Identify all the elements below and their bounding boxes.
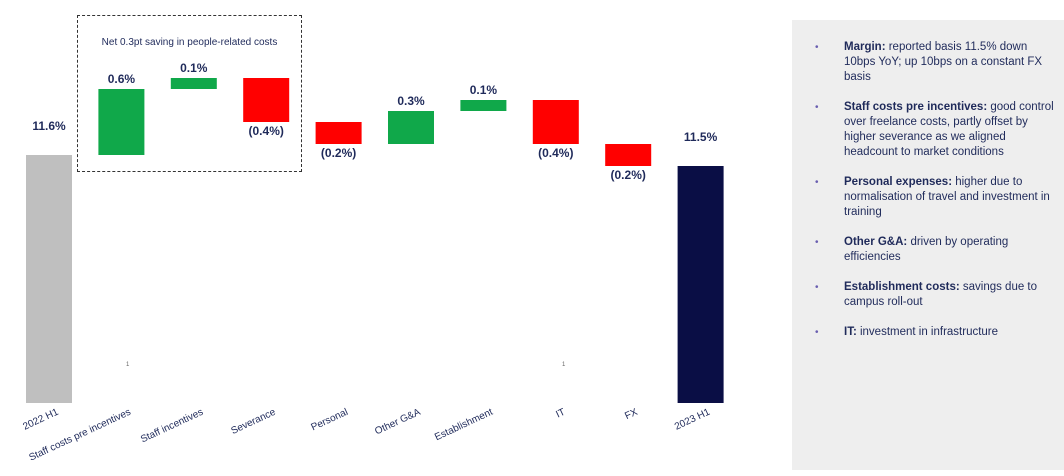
commentary-item: • Personal expenses: higher due to norma… [792,175,1064,220]
commentary-text: reported basis 11.5% down 10bps YoY; up … [844,41,1043,83]
data-label: (0.2%) [611,168,646,182]
bar-2 [170,78,217,89]
data-label: 0.3% [397,94,425,108]
bullet-icon: • [815,282,819,293]
minor-mark: 1 [126,362,130,368]
data-label: (0.4%) [538,146,573,160]
commentary-panel: • Margin: reported basis 11.5% down 10bp… [792,20,1064,470]
category-label: 2022 H1 [21,407,60,433]
bar-1 [98,89,145,155]
category-label: Severance [229,407,277,437]
data-label: (0.4%) [249,124,284,138]
bullet-icon: • [815,327,819,338]
bullet-icon: • [815,42,819,53]
bar-6 [460,100,507,111]
category-label: IT [554,407,567,421]
bar-4 [315,122,362,144]
data-label: 11.6% [32,119,66,133]
bar-3 [243,78,290,122]
callout-text: Net 0.3pt saving in people-related costs [101,37,278,48]
category-label: 2023 H1 [673,407,712,433]
bullet-icon: • [815,237,819,248]
commentary-text: good control over freelance costs, partl… [844,101,1054,158]
people-costs-callout-box: Net 0.3pt saving in people-related costs [77,15,302,172]
commentary-item: • IT: investment in infrastructure [792,325,1064,340]
data-label: (0.2%) [321,146,356,160]
commentary-title: Margin: [844,41,886,53]
commentary-text: savings due to campus roll-out [844,281,1038,308]
category-label: Establishment [433,407,495,444]
commentary-title: Personal expenses: [844,176,953,188]
data-label: 0.1% [470,83,498,97]
bullet-icon: • [815,102,819,113]
commentary-list: • Margin: reported basis 11.5% down 10bp… [792,40,1064,355]
bar-0 [26,155,72,403]
commentary-title: IT: [844,326,857,338]
commentary-item: • Establishment costs: savings due to ca… [792,280,1064,310]
commentary-text: driven by operating efficiencies [844,236,1009,263]
commentary-title: Establishment costs: [844,281,960,293]
commentary-text: higher due to normalisation of travel an… [844,176,1050,218]
commentary-title: Other G&A: [844,236,908,248]
commentary-item: • Margin: reported basis 11.5% down 10bp… [792,40,1064,85]
category-label: FX [623,407,640,423]
commentary-text: investment in infrastructure [856,326,999,338]
minor-mark: 1 [562,362,566,368]
category-label: Staff incentives [139,407,205,446]
bar-9 [677,166,724,403]
category-label: Other G&A [373,407,422,438]
bullet-icon: • [815,177,819,188]
commentary-title: Staff costs pre incentives: [844,101,988,113]
waterfall-chart: 11.6% 2022 H1 0.6% Staff costs pre incentiv… [21,15,724,464]
data-label: 11.5% [684,130,718,144]
bar-8 [605,144,652,166]
category-label: Personal [309,407,349,434]
commentary-item: • Staff costs pre incentives: good contr… [792,100,1064,160]
commentary-item: • Other G&A: driven by operating efficie… [792,235,1064,265]
data-label: 0.6% [108,72,136,86]
bar-7 [532,100,579,144]
bar-5 [388,111,434,144]
data-label: 0.1% [180,61,208,75]
chart-svg: 11.6%2022 H10.6%Staff costs pre incentiv… [21,61,724,464]
